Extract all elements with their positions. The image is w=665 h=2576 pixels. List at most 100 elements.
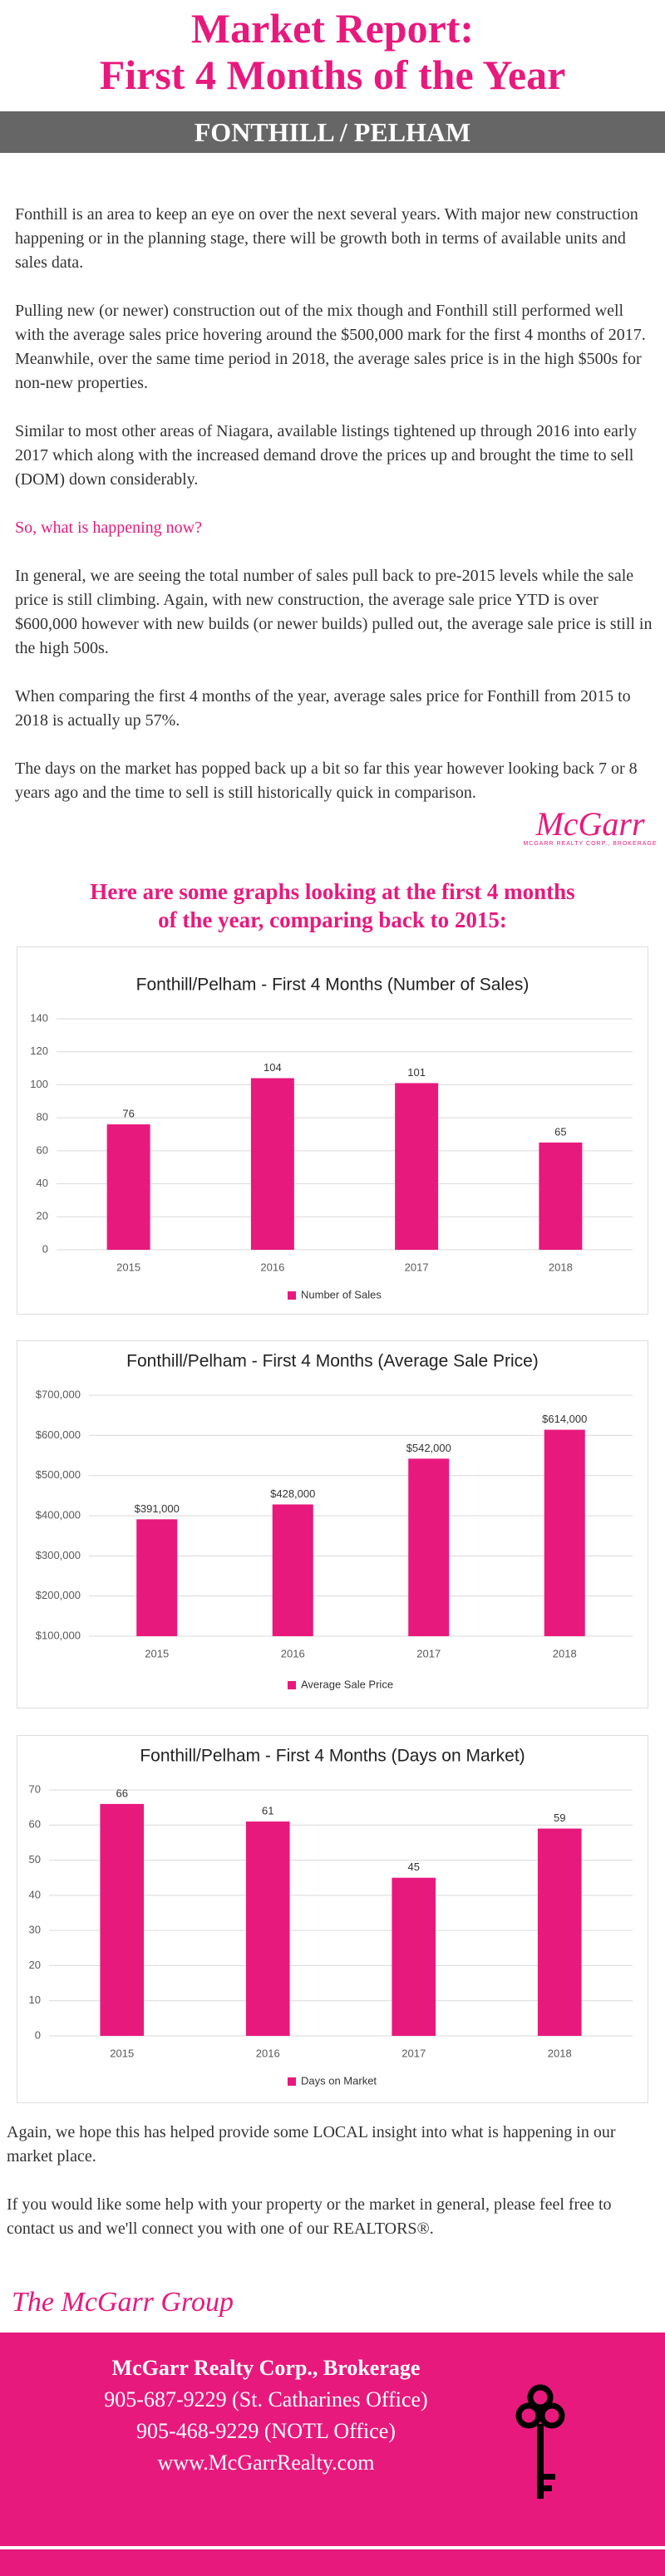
y-tick-label: 0 bbox=[35, 2028, 41, 2041]
chart: Fonthill/Pelham - First 4 Months (Number… bbox=[30, 976, 633, 1300]
footer-rule bbox=[0, 2546, 665, 2549]
y-tick-label: 0 bbox=[42, 1242, 48, 1255]
y-tick-label: $300,000 bbox=[36, 1549, 81, 1561]
footer-line: McGarr Realty Corp., Brokerage bbox=[111, 2356, 421, 2380]
y-tick-label: 100 bbox=[30, 1078, 48, 1090]
chart-title: Fonthill/Pelham - First 4 Months (Averag… bbox=[126, 1352, 539, 1371]
chart-title: Fonthill/Pelham - First 4 Months (Days o… bbox=[140, 1747, 525, 1766]
heading-line: of the year, comparing back to 2015: bbox=[158, 907, 507, 932]
paragraph: The days on the market has popped back u… bbox=[15, 760, 638, 802]
bar bbox=[539, 1142, 583, 1250]
x-tick-label: 2016 bbox=[256, 2047, 280, 2059]
chart-box: Fonthill/Pelham - First 4 Months (Averag… bbox=[17, 1340, 648, 1708]
bar bbox=[392, 1877, 436, 2036]
title-line: Market Report: bbox=[190, 5, 475, 52]
y-tick-label: 20 bbox=[37, 1210, 48, 1222]
y-tick-label: 40 bbox=[29, 1888, 41, 1900]
data-label: 65 bbox=[554, 1125, 566, 1138]
paragraph: When comparing the first 4 months of the… bbox=[15, 687, 631, 730]
data-label: 101 bbox=[407, 1066, 426, 1079]
x-tick-label: 2018 bbox=[553, 1647, 577, 1659]
data-label: $428,000 bbox=[270, 1487, 315, 1500]
chart-title: Fonthill/Pelham - First 4 Months (Number… bbox=[136, 976, 530, 995]
question: So, what is happening now? bbox=[15, 519, 202, 537]
y-tick-label: 60 bbox=[29, 1818, 41, 1831]
bar bbox=[106, 1124, 150, 1250]
bar bbox=[408, 1458, 450, 1636]
x-tick-label: 2017 bbox=[401, 2047, 426, 2059]
data-label: 61 bbox=[262, 1804, 273, 1816]
x-tick-label: 2018 bbox=[549, 1261, 573, 1273]
footer-line: 905-468-9229 (NOTL Office) bbox=[136, 2419, 396, 2443]
logo-name: McGarr bbox=[535, 805, 645, 843]
title: Market Report: First 4 Months of the Yea… bbox=[0, 5, 665, 98]
y-tick-label: $200,000 bbox=[36, 1589, 81, 1601]
data-label: $614,000 bbox=[542, 1413, 587, 1425]
intro: Fonthill is an area to keep an eye on ov… bbox=[15, 203, 655, 829]
paragraph: If you would like some help with your pr… bbox=[7, 2195, 612, 2238]
legend-label: Average Sale Price bbox=[301, 1678, 393, 1690]
y-tick-label: 30 bbox=[29, 1924, 41, 1936]
data-label: $542,000 bbox=[406, 1442, 451, 1454]
data-label: $391,000 bbox=[135, 1502, 180, 1515]
y-tick-label: 10 bbox=[29, 1993, 41, 2006]
bar bbox=[544, 1429, 585, 1636]
logo-tagline: MCGARR REALTY CORP., BROKERAGE bbox=[523, 841, 658, 847]
bar bbox=[272, 1504, 313, 1636]
y-tick-label: $500,000 bbox=[36, 1468, 81, 1481]
data-label: 45 bbox=[408, 1861, 420, 1873]
y-tick-label: $400,000 bbox=[36, 1508, 81, 1521]
bar bbox=[537, 1828, 582, 2036]
data-label: 66 bbox=[116, 1787, 128, 1799]
y-tick-label: 140 bbox=[30, 1011, 48, 1024]
signature: The McGarr Group bbox=[12, 2287, 234, 2318]
legend-label: Number of Sales bbox=[301, 1288, 382, 1300]
chart-box: Fonthill/Pelham - First 4 Months (Days o… bbox=[17, 1735, 648, 2103]
bar bbox=[100, 1803, 145, 2036]
footer: McGarr Realty Corp., Brokerage 905-687-9… bbox=[0, 2333, 665, 2576]
y-tick-label: 80 bbox=[37, 1111, 48, 1123]
paragraph: Pulling new (or newer) construction out … bbox=[15, 302, 646, 392]
logo: McGarr MCGARR REALTY CORP., BROKERAGE bbox=[515, 805, 665, 848]
x-tick-label: 2017 bbox=[405, 1261, 429, 1273]
bar bbox=[136, 1519, 178, 1636]
chart-box: Fonthill/Pelham - First 4 Months (Number… bbox=[17, 946, 648, 1315]
y-tick-label: $100,000 bbox=[36, 1629, 81, 1641]
x-tick-label: 2015 bbox=[145, 1647, 169, 1659]
y-tick-label: 120 bbox=[30, 1045, 48, 1057]
paragraph: In general, we are seeing the total numb… bbox=[15, 567, 653, 657]
bar bbox=[250, 1078, 294, 1250]
footer-line: 905-687-9229 (St. Catharines Office) bbox=[104, 2387, 428, 2411]
title-line: First 4 Months of the Year bbox=[99, 52, 566, 98]
legend-swatch bbox=[288, 2077, 296, 2086]
x-tick-label: 2018 bbox=[548, 2047, 572, 2059]
chart: Fonthill/Pelham - First 4 Months (Averag… bbox=[36, 1352, 633, 1690]
y-tick-label: $600,000 bbox=[36, 1428, 81, 1441]
y-tick-label: 40 bbox=[37, 1177, 48, 1189]
x-tick-label: 2015 bbox=[110, 2047, 134, 2059]
x-tick-label: 2016 bbox=[281, 1647, 305, 1659]
y-tick-label: 70 bbox=[29, 1782, 41, 1795]
data-label: 76 bbox=[122, 1108, 134, 1120]
legend-swatch bbox=[288, 1291, 296, 1300]
paragraph: Fonthill is an area to keep an eye on ov… bbox=[15, 205, 638, 272]
graphs-heading: Here are some graphs looking at the firs… bbox=[0, 878, 665, 934]
bar bbox=[245, 1821, 290, 2036]
data-label: 59 bbox=[554, 1812, 565, 1824]
paragraph: Again, we hope this has helped provide s… bbox=[7, 2123, 616, 2166]
y-tick-label: 20 bbox=[29, 1959, 41, 1971]
y-tick-label: 60 bbox=[37, 1143, 48, 1156]
legend-label: Days on Market bbox=[301, 2074, 377, 2087]
footer-line: www.McGarrRealty.com bbox=[157, 2451, 375, 2475]
banner: FONTHILL / PELHAM bbox=[0, 111, 665, 153]
x-tick-label: 2017 bbox=[416, 1647, 441, 1659]
paragraph: Similar to most other areas of Niagara, … bbox=[15, 422, 638, 489]
key-icon bbox=[515, 2384, 565, 2499]
y-tick-label: $700,000 bbox=[36, 1388, 81, 1400]
heading-line: Here are some graphs looking at the firs… bbox=[90, 879, 575, 904]
x-tick-label: 2016 bbox=[260, 1261, 284, 1273]
closing: Again, we hope this has helped provide s… bbox=[7, 2121, 655, 2265]
x-tick-label: 2015 bbox=[116, 1261, 140, 1273]
y-tick-label: 50 bbox=[29, 1853, 41, 1866]
